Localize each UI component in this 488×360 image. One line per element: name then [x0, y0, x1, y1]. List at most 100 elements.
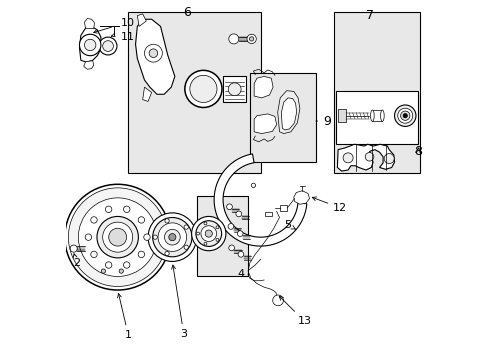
Polygon shape — [254, 114, 276, 134]
Text: 11: 11 — [121, 32, 135, 42]
Circle shape — [226, 204, 232, 210]
Circle shape — [101, 269, 105, 273]
Circle shape — [196, 232, 199, 235]
Ellipse shape — [370, 110, 373, 121]
Circle shape — [196, 221, 221, 247]
Text: 1: 1 — [117, 294, 132, 341]
Circle shape — [227, 224, 233, 229]
Circle shape — [152, 217, 192, 257]
Circle shape — [123, 206, 130, 212]
Circle shape — [138, 251, 144, 258]
Circle shape — [183, 245, 188, 249]
Circle shape — [246, 34, 256, 44]
Bar — [197, 196, 247, 276]
Bar — [279, 205, 287, 211]
Polygon shape — [80, 26, 101, 62]
Circle shape — [205, 230, 212, 237]
Circle shape — [138, 217, 144, 223]
Text: 8: 8 — [413, 145, 421, 158]
Circle shape — [158, 223, 186, 251]
Polygon shape — [142, 87, 151, 102]
Circle shape — [153, 235, 157, 239]
Circle shape — [78, 198, 157, 276]
Circle shape — [168, 234, 176, 241]
Polygon shape — [281, 98, 296, 130]
Bar — [335, 91, 417, 144]
Circle shape — [80, 34, 101, 56]
Text: 9: 9 — [315, 114, 330, 127]
Text: 5: 5 — [283, 220, 295, 230]
Text: 10: 10 — [121, 18, 135, 28]
Circle shape — [99, 37, 117, 55]
Circle shape — [191, 216, 225, 251]
Text: 3: 3 — [171, 265, 187, 339]
Circle shape — [249, 37, 253, 41]
Circle shape — [402, 113, 407, 118]
Polygon shape — [254, 76, 272, 98]
Ellipse shape — [380, 110, 384, 121]
Polygon shape — [214, 154, 306, 246]
Circle shape — [97, 216, 138, 258]
Circle shape — [235, 211, 241, 217]
Circle shape — [184, 70, 222, 108]
Text: 12: 12 — [312, 197, 346, 213]
Circle shape — [164, 229, 180, 245]
Circle shape — [119, 269, 123, 273]
Circle shape — [102, 41, 113, 51]
Circle shape — [108, 228, 126, 246]
Circle shape — [143, 234, 150, 240]
Text: 2: 2 — [73, 254, 80, 268]
Circle shape — [201, 226, 216, 242]
Circle shape — [400, 111, 409, 120]
Circle shape — [148, 213, 196, 261]
Polygon shape — [293, 191, 309, 204]
Circle shape — [228, 245, 234, 251]
Circle shape — [343, 153, 352, 163]
Circle shape — [68, 188, 166, 287]
Circle shape — [203, 242, 206, 245]
Circle shape — [91, 217, 97, 223]
Circle shape — [237, 231, 243, 237]
Bar — [333, 12, 419, 173]
Circle shape — [384, 154, 393, 163]
Polygon shape — [277, 91, 299, 134]
Polygon shape — [137, 14, 146, 26]
Circle shape — [84, 39, 96, 51]
Text: 7: 7 — [365, 9, 373, 22]
Circle shape — [85, 234, 91, 240]
Circle shape — [70, 245, 77, 252]
Circle shape — [216, 226, 219, 229]
Circle shape — [91, 251, 97, 258]
Text: 6: 6 — [183, 6, 191, 19]
Bar — [338, 109, 346, 122]
Circle shape — [105, 206, 112, 212]
Polygon shape — [84, 18, 94, 28]
Bar — [128, 12, 260, 173]
Bar — [249, 73, 315, 162]
Polygon shape — [337, 144, 394, 171]
Circle shape — [105, 262, 112, 268]
Circle shape — [238, 251, 244, 257]
Circle shape — [228, 83, 241, 96]
Polygon shape — [83, 61, 94, 69]
Circle shape — [102, 222, 132, 252]
Circle shape — [397, 108, 412, 123]
Text: 13: 13 — [279, 296, 311, 326]
Polygon shape — [135, 19, 175, 94]
Circle shape — [189, 75, 217, 103]
Circle shape — [164, 219, 169, 223]
Circle shape — [164, 251, 169, 256]
Bar — [372, 110, 382, 121]
Circle shape — [144, 44, 162, 62]
Circle shape — [216, 238, 219, 241]
Bar — [264, 212, 271, 216]
Circle shape — [394, 105, 415, 126]
Circle shape — [183, 225, 188, 229]
Bar — [223, 76, 246, 102]
Circle shape — [365, 153, 373, 161]
Text: 4: 4 — [237, 269, 244, 279]
Circle shape — [251, 183, 255, 188]
Circle shape — [272, 295, 283, 306]
Circle shape — [203, 222, 206, 225]
Circle shape — [149, 49, 157, 58]
